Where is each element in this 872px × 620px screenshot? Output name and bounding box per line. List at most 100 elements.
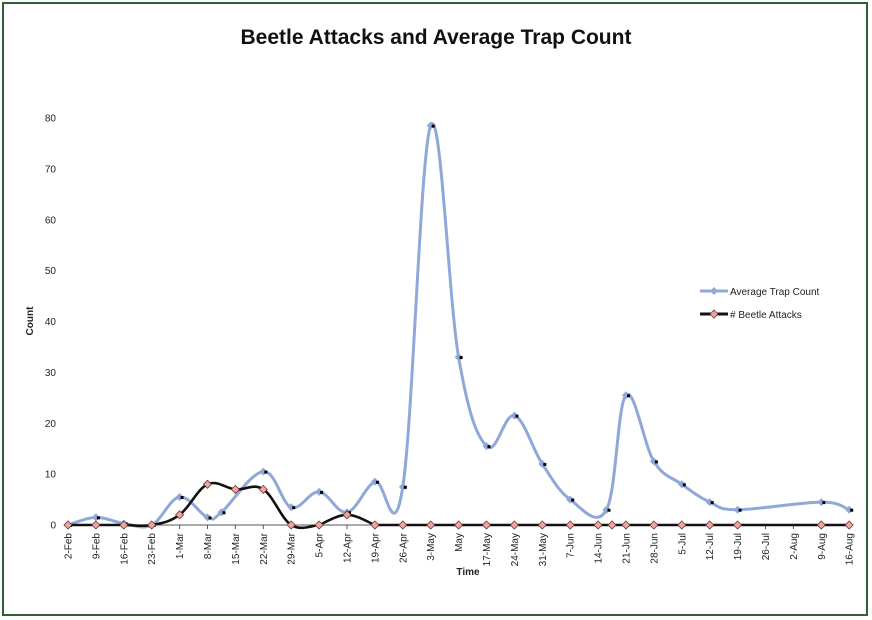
- beetle-attacks-point: [398, 520, 408, 530]
- x-tick-label: 23-Feb: [147, 533, 158, 565]
- trap-count-point-shadow: [431, 124, 435, 128]
- x-axis-label: Time: [456, 567, 480, 578]
- beetle-attacks-point: [258, 484, 268, 494]
- legend-label-trap: Average Trap Count: [730, 287, 820, 298]
- chart-title: Beetle Attacks and Average Trap Count: [240, 26, 632, 49]
- beetle-attacks-point: [426, 520, 436, 530]
- legend-item-beetle: # Beetle Attacks: [700, 309, 802, 321]
- trap-count-point-shadow: [208, 516, 212, 520]
- trap-count-point-shadow: [459, 356, 463, 360]
- trap-count-point-shadow: [222, 511, 226, 515]
- beetle-attacks-point: [677, 520, 687, 530]
- trap-count-point-shadow: [515, 414, 519, 418]
- x-tick-label: 5-Apr: [315, 532, 326, 557]
- y-tick-label: 60: [45, 215, 57, 226]
- x-tick-label: 15-Mar: [231, 532, 242, 564]
- beetle-attacks-point: [509, 520, 519, 530]
- x-tick-label: 3-May: [426, 533, 437, 561]
- x-tick-label: 12-Jul: [705, 533, 716, 560]
- beetle-attacks-point: [705, 520, 715, 530]
- trap-count-point-shadow: [403, 485, 407, 489]
- x-tick-label: 9-Aug: [817, 533, 828, 560]
- beetle-attacks-point: [91, 520, 101, 530]
- series-average-trap-count: [64, 121, 854, 529]
- beetle-attacks-point: [593, 520, 603, 530]
- trap-count-point-shadow: [607, 508, 611, 512]
- trap-count-point-shadow: [292, 506, 296, 510]
- trap-count-point-shadow: [822, 501, 826, 505]
- x-tick-label: 19-Apr: [370, 532, 381, 563]
- legend-item-trap: Average Trap Count: [700, 287, 820, 298]
- x-tick-label: 29-Mar: [287, 532, 298, 564]
- y-tick-label: 0: [50, 521, 56, 532]
- x-tick-label: 9-Feb: [91, 533, 102, 560]
- trap-count-point-shadow: [571, 498, 575, 502]
- x-tick-label: 19-Jul: [733, 533, 744, 560]
- y-tick-label: 30: [45, 368, 57, 379]
- y-tick-label: 80: [45, 114, 57, 125]
- trap-count-point: [426, 121, 435, 130]
- x-tick-label: 5-Jul: [677, 533, 688, 555]
- beetle-attacks-point: [481, 520, 492, 530]
- beetle-attacks-line: [68, 481, 320, 530]
- beetle-attacks-point: [816, 520, 826, 530]
- beetle-attacks-point: [565, 520, 575, 530]
- beetle-attacks-point: [370, 520, 380, 530]
- beetle-attacks-point: [607, 520, 617, 530]
- x-tick-label: 1-Mar: [175, 532, 186, 559]
- trap-count-point-shadow: [710, 501, 714, 505]
- trap-count-line: [67, 122, 850, 529]
- beetle-attacks-point: [454, 520, 464, 530]
- x-tick-label: 12-Apr: [343, 532, 354, 563]
- beetle-attacks-point: [621, 520, 631, 530]
- trap-count-point-shadow: [850, 508, 854, 512]
- beetle-attacks-point: [844, 520, 854, 530]
- trap-count-point-shadow: [96, 516, 100, 520]
- x-tick-label: 7-Jun: [566, 533, 577, 558]
- beetle-attacks-point: [286, 520, 296, 530]
- x-tick-label: May: [454, 533, 465, 552]
- x-tick-label: 8-Mar: [203, 532, 214, 559]
- beetle-attacks-point: [649, 520, 659, 530]
- legend: Average Trap Count # Beetle Attacks: [700, 287, 820, 321]
- y-tick-label: 20: [45, 419, 57, 430]
- beetle-attacks-point: [314, 520, 324, 530]
- y-ticks: 0 10 20 30 40 50 60 70 80: [45, 114, 57, 532]
- trap-count-point-shadow: [682, 483, 686, 487]
- x-tick-label: 17-May: [482, 533, 493, 566]
- legend-label-beetle: # Beetle Attacks: [730, 310, 802, 321]
- trap-count-point-shadow: [320, 490, 324, 494]
- beetle-attacks-point: [537, 520, 547, 530]
- trap-count-point-shadow: [264, 470, 268, 474]
- x-tick-label: 22-Mar: [259, 532, 270, 564]
- trap-count-point-shadow: [738, 508, 742, 512]
- beetle-attacks-point: [202, 479, 213, 489]
- beetle-attacks-point: [119, 520, 129, 530]
- trap-count-point-shadow: [654, 460, 658, 464]
- beetle-attacks-point: [175, 510, 185, 520]
- x-tick-label: 26-Jul: [761, 533, 772, 560]
- beetle-attacks-point: [63, 520, 73, 530]
- legend-marker-trap: [710, 287, 718, 295]
- x-tick-label: 31-May: [538, 533, 549, 566]
- x-tick-label: 26-Apr: [398, 532, 409, 563]
- series-beetle-attacks: [63, 479, 854, 530]
- x-tick-label: 2-Feb: [64, 533, 75, 560]
- x-tick-label: 14-Jun: [594, 533, 605, 564]
- y-tick-label: 70: [45, 164, 57, 175]
- y-axis-label: Count: [25, 306, 36, 336]
- trap-count-point-shadow: [180, 496, 184, 500]
- x-tick-label: 21-Jun: [622, 533, 633, 564]
- trap-count-point-shadow: [627, 394, 630, 398]
- y-tick-label: 50: [45, 266, 57, 277]
- x-tick-label: 2-Aug: [789, 533, 800, 560]
- y-tick-label: 40: [45, 317, 57, 328]
- x-tick-label: 16-Aug: [845, 533, 856, 565]
- x-tick-label: 24-May: [510, 533, 521, 566]
- beetle-attacks-point: [342, 510, 352, 520]
- trap-count-point-shadow: [543, 462, 547, 466]
- y-tick-label: 10: [45, 470, 57, 481]
- beetle-attacks-point: [147, 520, 157, 530]
